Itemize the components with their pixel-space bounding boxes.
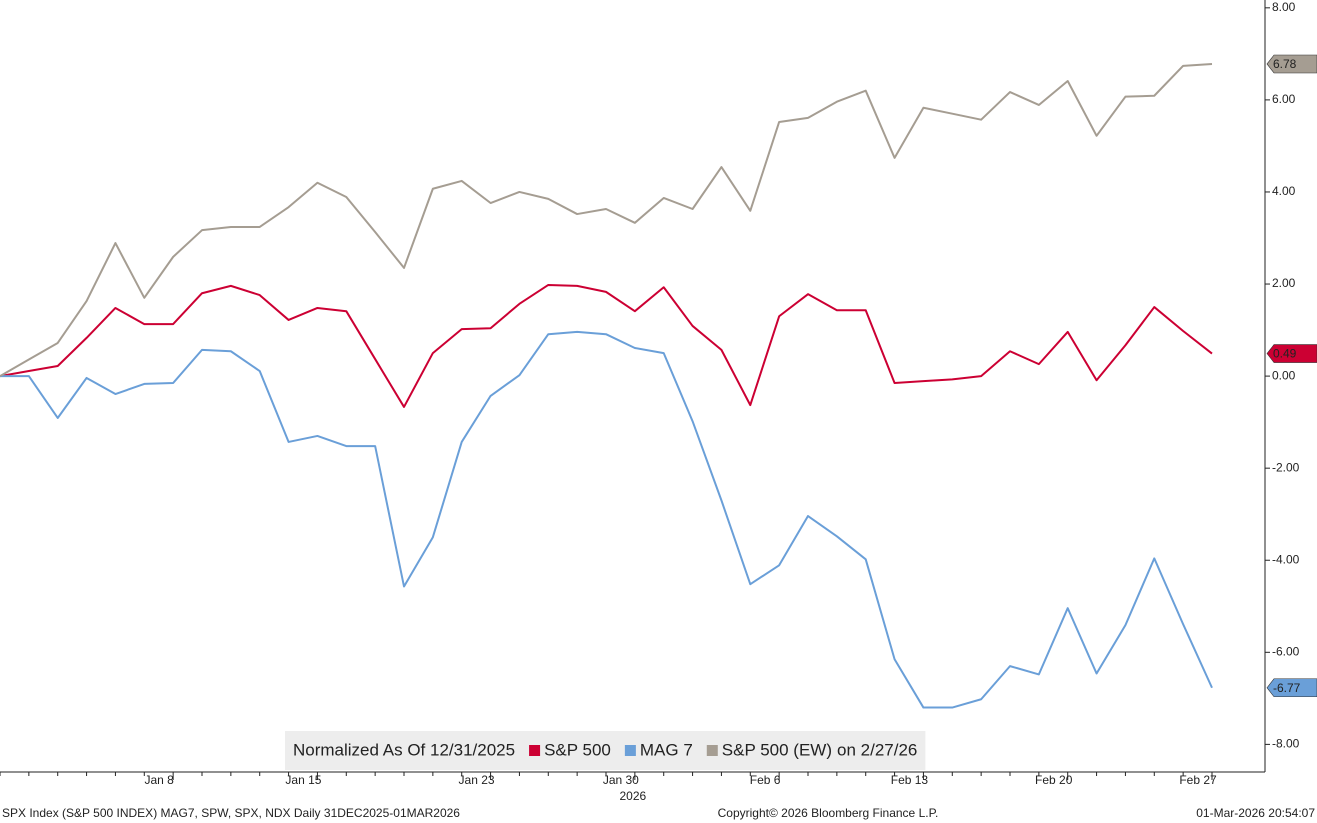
x-tick-label: Jan 23 (459, 773, 495, 787)
y-tick-label: -6.00 (1272, 644, 1300, 658)
series-line (0, 330, 1213, 709)
series-line (0, 62, 1213, 377)
footer-right: 01-Mar-2026 20:54:07 (1196, 806, 1315, 820)
legend-label: S&P 500 (544, 740, 611, 759)
footer-left: SPX Index (S&P 500 INDEX) MAG7, SPW, SPX… (2, 806, 460, 820)
x-tick-label: Jan 8 (144, 773, 174, 787)
legend-swatch (529, 745, 541, 756)
legend-note: on 2/27/26 (837, 740, 917, 759)
x-tick-label: Jan 15 (285, 773, 321, 787)
x-tick-label: Feb 6 (750, 773, 781, 787)
legend-label: S&P 500 (EW) (722, 740, 832, 759)
y-tick-label: 0.00 (1272, 368, 1296, 382)
series-line (0, 283, 1213, 408)
x-tick-label: Feb 20 (1035, 773, 1073, 787)
legend-title: Normalized As Of 12/31/2025 (293, 740, 515, 759)
last-value-tag-bg (1266, 678, 1317, 698)
last-value-tag-bg (1266, 54, 1317, 74)
last-value-tag: -6.77 (1266, 678, 1317, 698)
y-tick-label: -4.00 (1272, 552, 1300, 566)
last-value-tag-bg (1266, 344, 1317, 363)
legend: Normalized As Of 12/31/2025 S&P 500 MAG 7 S… (285, 731, 926, 770)
last-value-tag: 6.78 (1266, 54, 1317, 74)
footer-center: Copyright© 2026 Bloomberg Finance L.P. (718, 806, 939, 820)
legend-label: MAG 7 (640, 740, 693, 759)
last-value-tag: 0.49 (1266, 344, 1317, 363)
y-tick-label: -2.00 (1272, 460, 1300, 474)
y-tick-label: 6.00 (1272, 92, 1296, 106)
y-tick-label: 2.00 (1272, 276, 1296, 290)
y-tick-label: 4.00 (1272, 184, 1296, 198)
x-tick-label: Feb 13 (891, 773, 929, 787)
legend-box (285, 731, 926, 770)
x-tick-label: Feb 27 (1179, 773, 1217, 787)
y-tick-label: -8.00 (1272, 737, 1300, 751)
legend-swatch (624, 745, 636, 756)
x-year-label: 2026 (620, 789, 647, 803)
last-value-label: -6.77 (1273, 681, 1301, 695)
last-value-label: 6.78 (1273, 57, 1297, 71)
y-tick-label: 8.00 (1272, 0, 1296, 14)
last-value-label: 0.49 (1273, 347, 1297, 361)
legend-swatch (706, 745, 718, 756)
x-tick-label: Jan 30 (603, 773, 639, 787)
